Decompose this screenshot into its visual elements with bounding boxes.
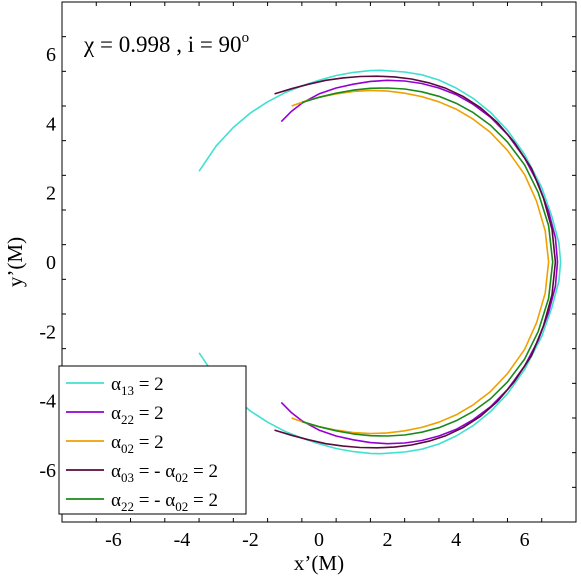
legend-text-part: 02 <box>175 499 188 514</box>
y-tick-label: -6 <box>39 460 56 482</box>
legend-text-part: 02 <box>121 441 134 456</box>
legend-text-part: 13 <box>121 383 134 398</box>
legend-label-5: α22 = - α02 = 2 <box>111 490 218 514</box>
series-line-5 <box>301 87 554 437</box>
legend-text-part: = 2 <box>134 374 164 395</box>
x-tick-label: -4 <box>174 529 191 551</box>
legend-text-part: = 2 <box>134 432 164 453</box>
chi-symbol: χ <box>83 32 95 57</box>
series-line-4 <box>274 75 557 449</box>
legend-text-part: α <box>111 432 121 453</box>
y-tick-label: 4 <box>46 113 56 135</box>
y-tick-label: -2 <box>39 321 56 343</box>
legend-text-part: 03 <box>121 470 134 485</box>
x-tick-label: 4 <box>451 529 461 551</box>
legend-text-part: 02 <box>175 470 188 485</box>
legend-text-part: α <box>165 490 175 511</box>
chi-inclination-annotation: χ = 0.998 , i = 90o <box>83 30 249 57</box>
x-tick-label: 0 <box>314 529 324 551</box>
legend-text-part: 22 <box>121 499 134 514</box>
x-axis-label: x’(M) <box>294 551 344 575</box>
legend-label-1: α13 = 2 <box>111 374 164 398</box>
y-tick-label: 2 <box>46 183 56 205</box>
y-tick-label: -4 <box>39 391 56 413</box>
series-line-2 <box>280 79 559 445</box>
legend-box <box>58 365 247 515</box>
curves <box>198 69 562 455</box>
x-tick-label: 6 <box>520 529 530 551</box>
y-tick-label: 6 <box>46 44 56 66</box>
legend-label-4: α03 = - α02 = 2 <box>111 461 218 485</box>
legend-text-part: = 2 <box>134 403 164 424</box>
legend-text-part: 22 <box>121 412 134 427</box>
legend-label-2: α22 = 2 <box>111 403 164 427</box>
plot-frame <box>61 1 577 523</box>
legend-text-part: α <box>111 490 121 511</box>
x-tick-label: 2 <box>383 529 393 551</box>
legend-text-part: = 2 <box>188 461 218 482</box>
legend-text-part: α <box>111 374 121 395</box>
series-line-3 <box>291 89 550 435</box>
legend-text-part: = - <box>134 490 165 511</box>
y-axis-label: y’(M) <box>3 237 27 287</box>
degree-superscript: o <box>242 30 250 46</box>
legend-text-part: α <box>111 403 121 424</box>
x-tick-label: -6 <box>105 529 122 551</box>
legend-label-3: α02 = 2 <box>111 432 164 456</box>
series-line-1 <box>198 69 562 455</box>
legend-text-part: α <box>165 461 175 482</box>
chi-value-text: = 0.998 , i = 90 <box>94 32 241 57</box>
x-tick-label: -2 <box>242 529 259 551</box>
legend-text-part: = - <box>134 461 165 482</box>
legend-text-part: α <box>111 461 121 482</box>
legend-text-part: = 2 <box>188 490 218 511</box>
y-tick-label: 0 <box>46 252 56 274</box>
